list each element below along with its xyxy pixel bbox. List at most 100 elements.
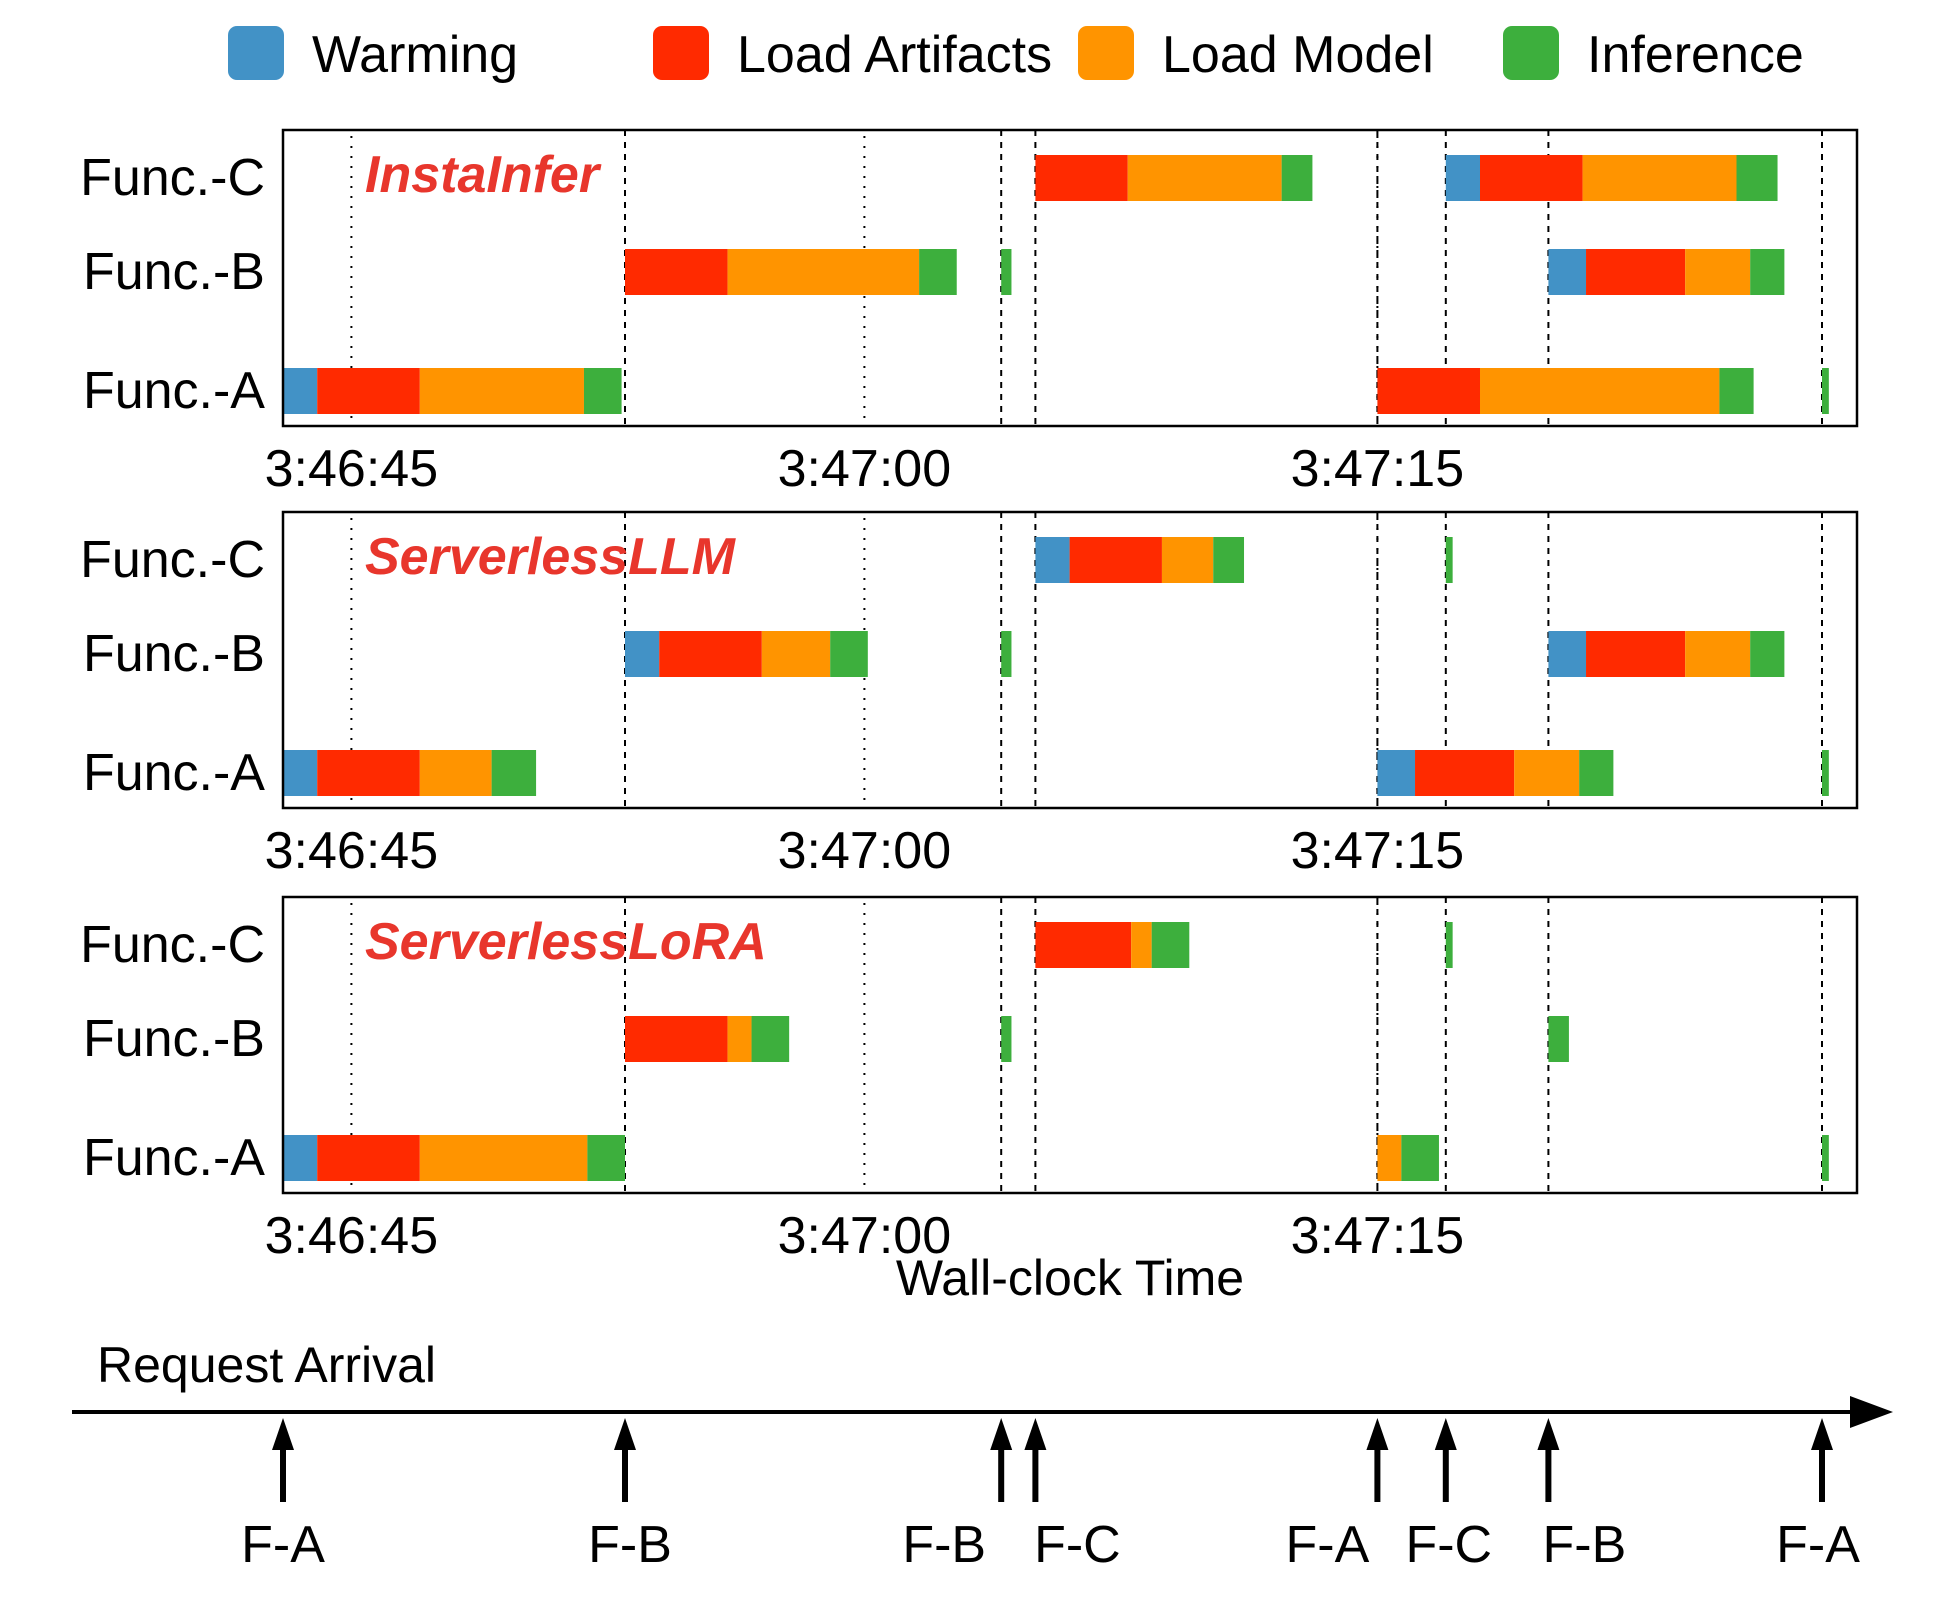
row-label-funca: Func.-A (83, 744, 265, 802)
request-arrival-axis: Request Arrival F-A F-B F-B F-C F-A F-C F-B F-A (72, 1337, 1893, 1574)
bar-funca-7 (1822, 1135, 1829, 1181)
segment-inference (1281, 155, 1313, 201)
bar-funcb-4 (1548, 249, 1785, 295)
segment-model (1161, 537, 1214, 583)
legend-swatch-warming (228, 26, 284, 80)
segment-inference (1822, 368, 1829, 414)
segment-inference (919, 249, 957, 295)
bar-funcc-0 (1035, 922, 1190, 968)
legend-label-artifacts: Load Artifacts (737, 26, 1052, 84)
segment-warming (625, 631, 660, 677)
panel-frame (281, 895, 1859, 1195)
bar-funca-7 (1822, 750, 1829, 796)
bar-funca-5 (283, 750, 537, 796)
row-label-funca: Func.-A (83, 362, 265, 420)
segment-warming (1548, 249, 1587, 295)
segment-model (1377, 1135, 1402, 1181)
segment-model (419, 368, 584, 414)
request-label: F-C (1405, 1516, 1492, 1574)
segment-artifacts (317, 750, 420, 796)
bar-funcb-4 (1548, 631, 1785, 677)
row-label-funcc: Func.-C (80, 916, 265, 974)
segment-artifacts (317, 368, 420, 414)
segment-inference (1151, 922, 1190, 968)
row-label-funca: Func.-A (83, 1129, 265, 1187)
segment-warming (283, 368, 318, 414)
segment-artifacts (1069, 537, 1162, 583)
segment-inference (1750, 249, 1785, 295)
request-arrow-head (272, 1418, 294, 1450)
request-label: F-B (588, 1516, 672, 1574)
system-title: ServerlessLoRA (365, 913, 767, 971)
segment-inference (1401, 1135, 1439, 1181)
segment-warming (1548, 631, 1587, 677)
segment-inference (1750, 631, 1785, 677)
bar-funcc-1 (1445, 922, 1453, 968)
segment-model (419, 750, 492, 796)
segment-artifacts (625, 249, 728, 295)
panel-frame (281, 510, 1859, 810)
tick-label-0: 3:46:45 (265, 440, 439, 498)
legend-label-model: Load Model (1162, 26, 1434, 84)
tick-label-1: 3:47:00 (778, 440, 952, 498)
segment-artifacts (1586, 631, 1686, 677)
segment-warming (1035, 537, 1070, 583)
panels: Func.-C Func.-B Func.-A InstaInfer 3:46:45 3:… (80, 128, 1859, 1265)
tick-label-2: 3:47:15 (1291, 1207, 1465, 1265)
bar-funcb-2 (625, 631, 868, 677)
bar-funca-5 (283, 1135, 625, 1181)
tick-label-0: 3:46:45 (265, 822, 439, 880)
bar-funcc-0 (1035, 155, 1313, 201)
tick-label-2: 3:47:15 (1291, 822, 1465, 880)
legend-label-inference: Inference (1587, 26, 1804, 84)
request-label: F-A (241, 1516, 325, 1574)
request-marker-5: F-C (1405, 1418, 1492, 1574)
request-arrow-head (1366, 1418, 1389, 1450)
segment-inference (1213, 537, 1245, 583)
panel-serverlessllm: Func.-C Func.-B Func.-A ServerlessLLM 3:46:4… (80, 510, 1859, 880)
segment-artifacts (1480, 155, 1583, 201)
request-marker-2: F-B (902, 1418, 1013, 1574)
request-label: F-A (1776, 1516, 1860, 1574)
row-label-funcc: Func.-C (80, 149, 265, 207)
row-label-funcc: Func.-C (80, 531, 265, 589)
segment-warming (283, 750, 318, 796)
segment-artifacts (659, 631, 762, 677)
segment-inference (1579, 750, 1614, 796)
segment-inference (583, 368, 622, 414)
bar-funcc-0 (1035, 537, 1245, 583)
panel-serverlesslora: Func.-C Func.-B Func.-A ServerlessLoRA 3:46:… (80, 895, 1859, 1265)
request-marker-1: F-B (588, 1418, 672, 1574)
bar-funcc-1 (1445, 155, 1778, 201)
segment-model (1685, 249, 1751, 295)
segment-model (419, 1135, 588, 1181)
bar-funca-5 (283, 368, 622, 414)
segment-inference (1001, 249, 1012, 295)
bar-funcc-1 (1445, 537, 1453, 583)
segment-model (727, 1016, 752, 1062)
segment-inference (1822, 750, 1829, 796)
segment-inference (491, 750, 537, 796)
segment-inference (1001, 631, 1012, 677)
tick-label-1: 3:47:00 (778, 1207, 952, 1265)
bar-funcb-2 (625, 1016, 790, 1062)
request-arrival-label: Request Arrival (97, 1337, 436, 1393)
request-label: F-B (902, 1516, 986, 1574)
request-label: F-C (1034, 1516, 1121, 1574)
bar-funca-6 (1377, 1135, 1439, 1181)
row-label-funcb: Func.-B (83, 1010, 265, 1068)
bar-funcb-2 (625, 249, 957, 295)
request-arrow-head (614, 1418, 636, 1450)
tick-label-2: 3:47:15 (1291, 440, 1465, 498)
request-arrow-head (1024, 1418, 1047, 1450)
segment-artifacts (625, 1016, 728, 1062)
bar-funcb-4 (1548, 1016, 1569, 1062)
segment-inference (830, 631, 868, 677)
arrival-axis-arrowhead (1850, 1396, 1893, 1428)
legend-label-warming: Warming (312, 26, 518, 84)
segment-warming (1445, 155, 1480, 201)
segment-artifacts (1377, 368, 1480, 414)
request-marker-3: F-C (1024, 1418, 1121, 1574)
system-title: InstaInfer (365, 146, 602, 204)
